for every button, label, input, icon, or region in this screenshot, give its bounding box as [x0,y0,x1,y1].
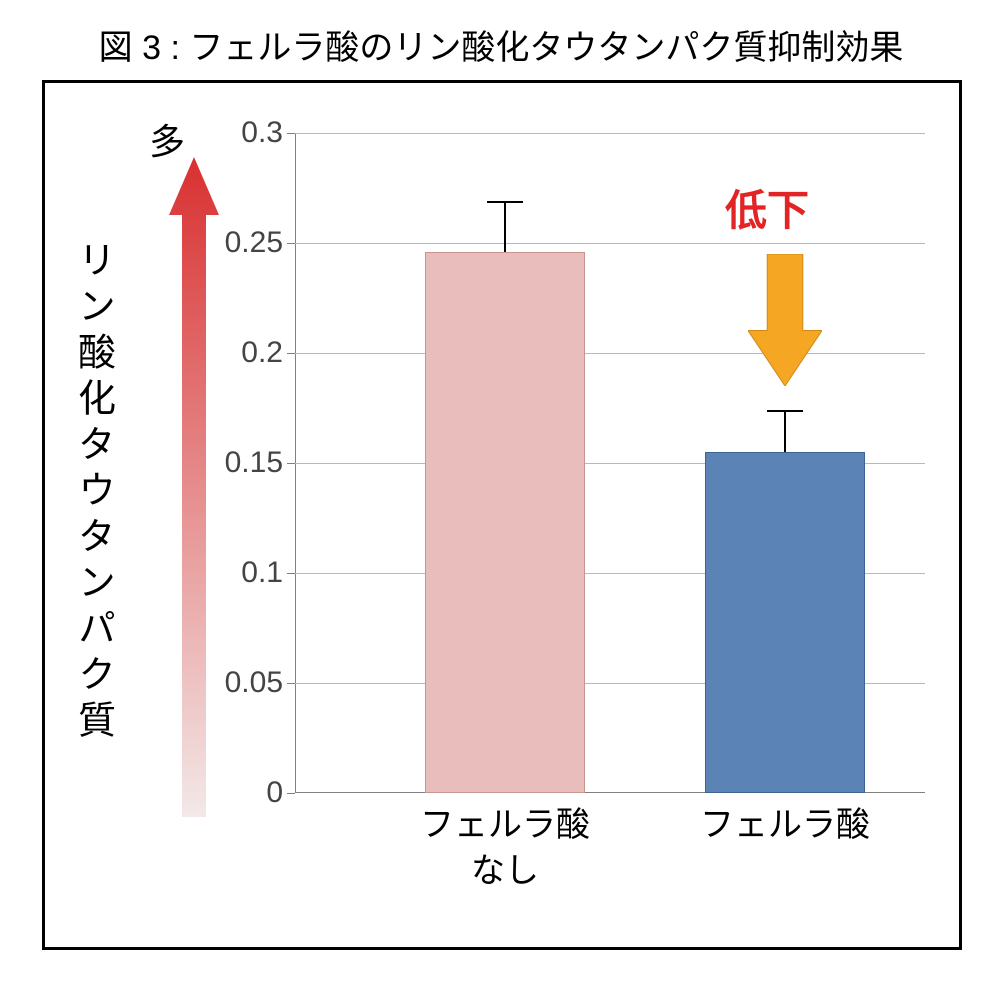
y-tick-label: 0.1 [241,556,295,590]
gridline [295,353,925,354]
errorbar-line [504,201,506,252]
errorbar-cap [487,201,523,203]
y-tick-label: 0.15 [225,446,295,480]
annotation-text: 低下 [725,177,809,238]
chart-frame: 多 リン酸化タウタンパク質 00.050.10.150.20.250.3フェルラ… [42,80,962,950]
y-tick-label: 0.3 [241,116,295,150]
y-tick-label: 0.25 [225,226,295,260]
gradient-up-arrow-icon [169,157,219,817]
chart-inner: 多 リン酸化タウタンパク質 00.050.10.150.20.250.3フェルラ… [45,83,959,947]
errorbar-line [784,410,786,452]
y-tick-label: 0 [266,776,295,810]
x-tick-label: フェルラ酸 なし [385,793,625,895]
y-tick-label: 0.2 [241,336,295,370]
y-axis-label: リン酸化タウタンパク質 [69,173,117,813]
down-arrow-icon [748,254,822,386]
gridline [295,133,925,134]
errorbar-cap [767,410,803,412]
bar [425,252,585,793]
plot-area: 00.050.10.150.20.250.3フェルラ酸 なしフェルラ酸低下 [295,133,925,793]
bar [705,452,865,793]
x-tick-label: フェルラ酸 [665,793,905,849]
gridline [295,243,925,244]
left-indicator: 多 リン酸化タウタンパク質 [79,113,199,833]
y-tick-label: 0.05 [225,666,295,700]
figure-title: 図 3 : フェルラ酸のリン酸化タウタンパク質抑制効果 [0,0,1002,79]
